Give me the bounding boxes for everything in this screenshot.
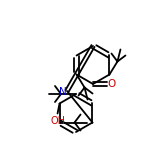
Text: N: N [59,87,67,97]
Text: OH: OH [50,116,65,126]
Text: O: O [108,79,116,89]
